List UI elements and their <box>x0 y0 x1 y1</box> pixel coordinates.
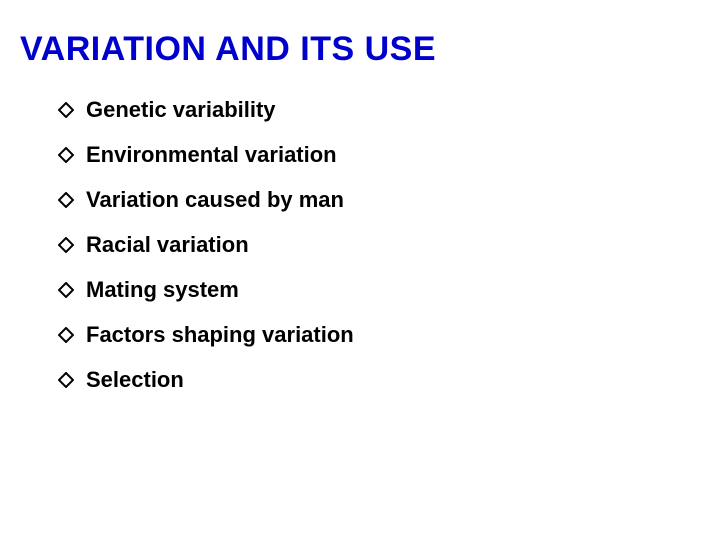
list-item: Environmental variation <box>58 138 720 171</box>
list-item: Racial variation <box>58 228 720 261</box>
list-item-label: Racial variation <box>86 228 249 261</box>
diamond-bullet-icon <box>58 102 74 118</box>
list-item: Factors shaping variation <box>58 318 720 351</box>
diamond-bullet-icon <box>58 237 74 253</box>
list-item-label: Variation caused by man <box>86 183 344 216</box>
slide-title: VARIATION AND ITS USE <box>20 30 720 69</box>
list-item-label: Environmental variation <box>86 138 337 171</box>
list-item: Variation caused by man <box>58 183 720 216</box>
diamond-bullet-icon <box>58 327 74 343</box>
list-item: Genetic variability <box>58 93 720 126</box>
diamond-bullet-icon <box>58 192 74 208</box>
list-item: Mating system <box>58 273 720 306</box>
list-item-label: Mating system <box>86 273 239 306</box>
diamond-bullet-icon <box>58 282 74 298</box>
bullet-list: Genetic variability Environmental variat… <box>58 93 720 396</box>
list-item-label: Selection <box>86 363 184 396</box>
diamond-bullet-icon <box>58 147 74 163</box>
slide: VARIATION AND ITS USE Genetic variabilit… <box>0 0 720 540</box>
list-item: Selection <box>58 363 720 396</box>
diamond-bullet-icon <box>58 372 74 388</box>
list-item-label: Genetic variability <box>86 93 276 126</box>
list-item-label: Factors shaping variation <box>86 318 354 351</box>
